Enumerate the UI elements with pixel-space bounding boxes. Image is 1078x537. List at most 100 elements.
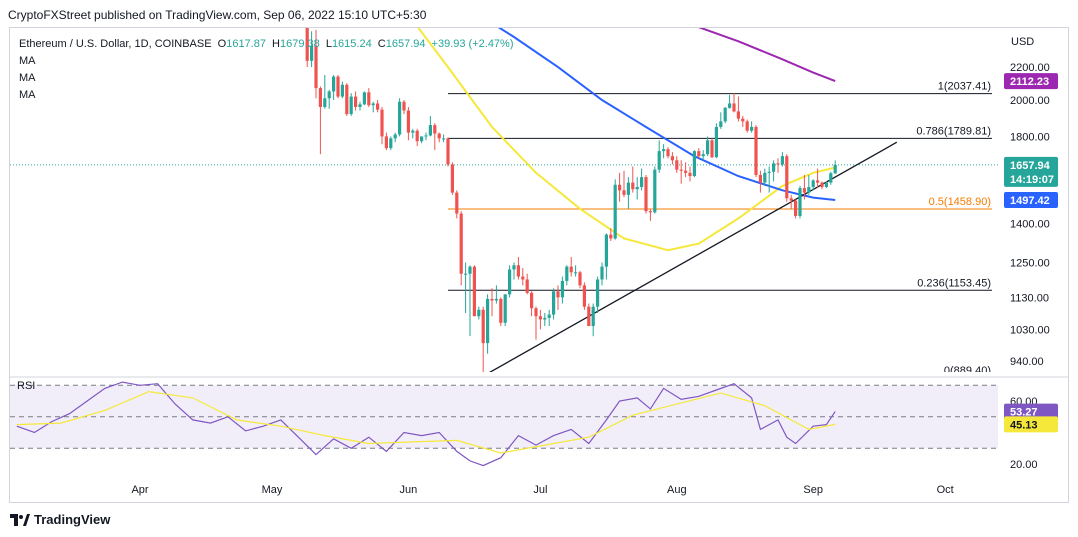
candle-body <box>318 88 322 107</box>
price-tick-label: 940.00 <box>1010 356 1044 368</box>
candle <box>499 297 503 327</box>
price-label-text: 1657.94 <box>1010 160 1051 172</box>
fib-label-3: 0.236(1153.45) <box>917 277 991 289</box>
candle-body <box>349 96 353 115</box>
candle <box>472 265 476 317</box>
candle-body <box>587 306 591 327</box>
candle-body <box>569 266 573 273</box>
candle <box>376 100 380 113</box>
candle-body <box>420 136 424 142</box>
candles-layer <box>275 0 837 372</box>
candle-body <box>411 130 415 133</box>
candle-body <box>332 76 336 92</box>
candle-body <box>574 272 578 274</box>
candle <box>604 233 608 280</box>
candle-body <box>389 138 393 149</box>
candle-body <box>670 156 674 161</box>
candle <box>521 268 525 286</box>
candle <box>626 177 630 209</box>
candle <box>398 98 402 137</box>
price-tick-label: 1130.00 <box>1010 292 1049 304</box>
candle-body <box>336 76 340 97</box>
rsi-layer: RSI <box>16 380 836 467</box>
candle-body <box>780 156 784 165</box>
candle <box>728 94 732 109</box>
legend-low-value: 1615.24 <box>331 38 372 50</box>
candle <box>684 162 688 178</box>
candle-body <box>745 121 749 131</box>
candle <box>609 228 613 242</box>
candle <box>428 115 432 137</box>
fib-label-2: 0.5(1458.90) <box>929 196 991 208</box>
legend-high-label: H <box>272 38 280 50</box>
candle-body <box>481 309 485 344</box>
price-label-box <box>1004 192 1058 209</box>
candle-body <box>552 291 556 315</box>
currency-label: USD <box>1011 36 1034 48</box>
candle-body <box>750 126 754 131</box>
candle <box>807 174 811 195</box>
candle <box>657 140 661 173</box>
candle-body <box>692 151 696 177</box>
candle <box>675 156 679 173</box>
candle-body <box>516 265 520 277</box>
candle <box>794 199 798 219</box>
candle <box>618 172 622 202</box>
candle-body <box>446 138 450 165</box>
candle <box>802 174 806 200</box>
candle <box>468 265 472 337</box>
rsi-label-text: 45.13 <box>1010 419 1038 431</box>
candle <box>275 0 278 28</box>
legend-ma-1[interactable]: MA <box>19 55 36 67</box>
candle-body <box>604 234 608 267</box>
candle <box>437 132 441 143</box>
candle-body <box>565 266 569 281</box>
candle <box>811 179 815 191</box>
candle-body <box>785 156 789 199</box>
candle-body <box>455 192 459 214</box>
candle-body <box>578 272 582 286</box>
candle-body <box>503 294 507 323</box>
candle <box>530 291 534 317</box>
candle-body <box>635 186 639 190</box>
candle-body <box>424 135 428 137</box>
candle <box>327 89 331 109</box>
legend-ma-3[interactable]: MA <box>19 89 36 101</box>
candle <box>538 309 542 330</box>
candle <box>816 168 820 189</box>
legend-high-value: 1679.38 <box>279 38 320 50</box>
candle-body <box>798 188 802 216</box>
candle <box>279 0 282 28</box>
candle <box>464 262 468 314</box>
ma-line-ma200 <box>698 28 836 83</box>
candle <box>393 132 397 143</box>
candle-body <box>626 182 630 195</box>
chart-frame[interactable] <box>9 27 1069 503</box>
legend-close-value: 1657.94 <box>385 38 426 50</box>
candle <box>371 101 375 113</box>
candle-body <box>340 84 344 97</box>
candle-body <box>754 126 758 175</box>
candle <box>732 93 736 113</box>
candle-body <box>538 316 542 320</box>
candle <box>314 29 318 99</box>
candle <box>459 211 463 286</box>
legend-ma-2[interactable]: MA <box>19 72 36 84</box>
candle-body <box>829 173 833 183</box>
footer-brand[interactable]: TradingView <box>10 512 110 527</box>
candle-body <box>582 285 586 307</box>
x-tick-label: Aug <box>667 484 687 496</box>
candle-body <box>701 154 705 157</box>
legend-low-label: L <box>325 38 332 50</box>
candle <box>736 96 740 122</box>
ma-line-ma100 <box>497 28 836 201</box>
candle <box>354 91 358 111</box>
candle-body <box>767 171 771 173</box>
price-label-box <box>1004 73 1058 90</box>
candle <box>710 138 714 159</box>
candle-body <box>384 136 388 149</box>
legend-symbol: Ethereum / U.S. Dollar, 1D, COINBASE <box>19 38 212 50</box>
candle <box>833 160 837 174</box>
candle-body <box>560 280 564 298</box>
